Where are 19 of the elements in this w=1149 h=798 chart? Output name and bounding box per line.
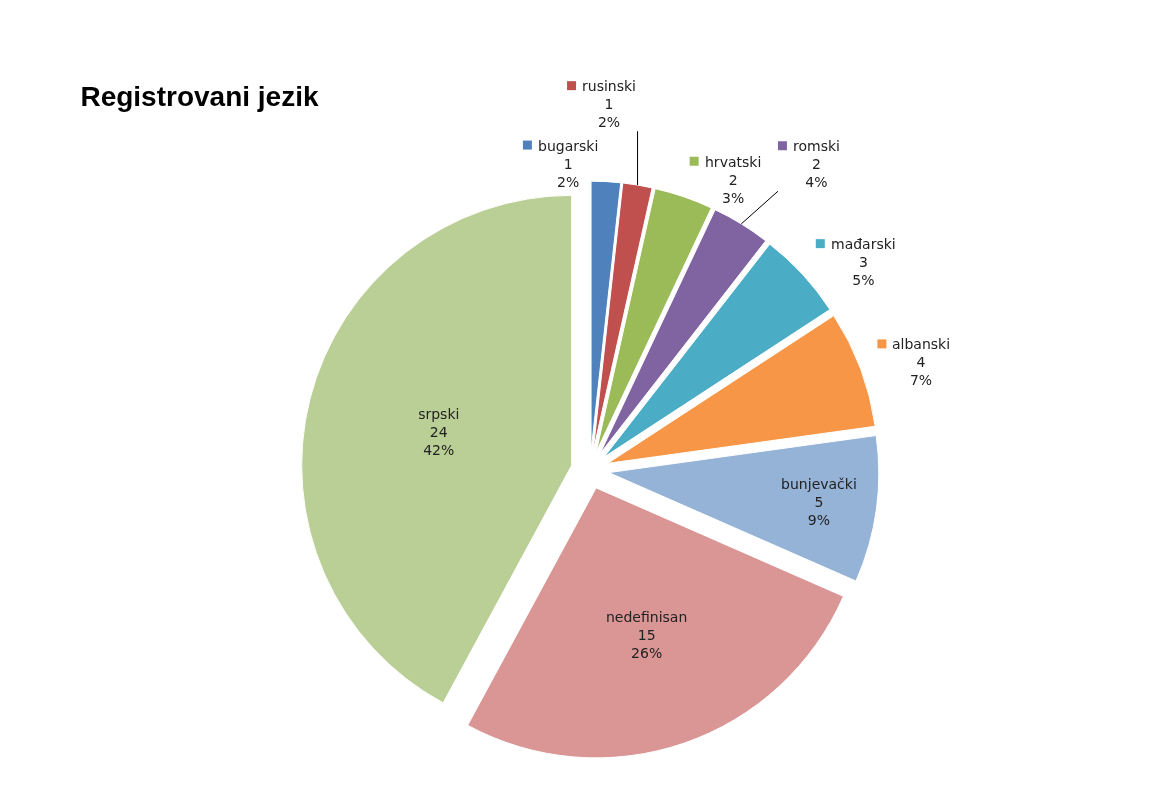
slice-label: nedefinisan xyxy=(605,608,688,625)
legend-label: hrvatski xyxy=(705,154,762,170)
legend-label: mađarski xyxy=(831,236,896,252)
legend-label: rusinski xyxy=(582,78,636,94)
data-label: 15 26% xyxy=(631,627,663,662)
data-label: 2 3% xyxy=(722,172,745,207)
data-label: 3 5% xyxy=(852,254,875,289)
data-label: 2 4% xyxy=(805,156,828,191)
slice-label: bunjevački xyxy=(781,475,857,492)
data-label: 24 42% xyxy=(423,423,455,458)
slice-label: srpski xyxy=(418,405,460,422)
legend-label: bugarski xyxy=(538,138,599,154)
data-label: 4 7% xyxy=(909,354,933,389)
legend-label: albanski xyxy=(892,336,951,352)
legend-label: romski xyxy=(793,138,840,154)
data-label: 1 2% xyxy=(557,156,580,191)
data-label: 1 2% xyxy=(597,96,621,131)
data-label: 5 9% xyxy=(807,493,831,528)
chart-title: Registrovani jezik xyxy=(80,80,319,112)
